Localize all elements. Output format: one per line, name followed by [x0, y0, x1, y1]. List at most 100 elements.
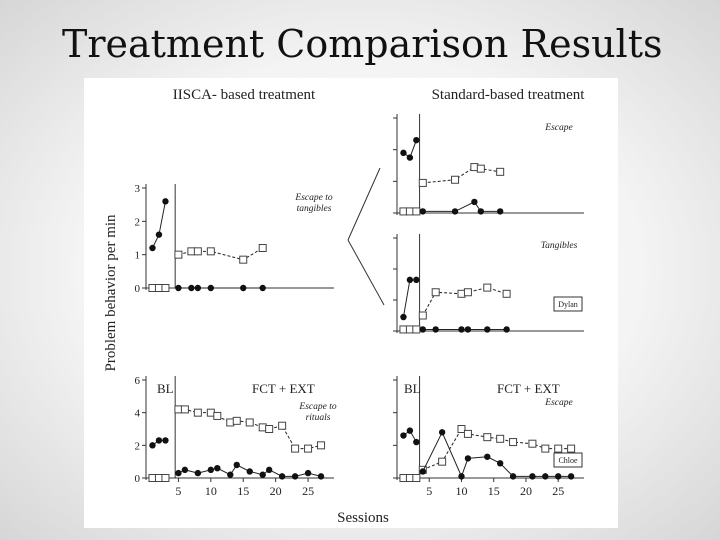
- data-point-open: [412, 474, 421, 482]
- data-point-open: [496, 167, 505, 176]
- data-point-filled: [432, 326, 439, 333]
- connector-line-upper: [347, 167, 381, 241]
- legend-box-label: Chloe: [558, 456, 578, 465]
- data-point-filled: [240, 284, 247, 292]
- data-point-open: [226, 418, 235, 427]
- data-point-filled: [188, 284, 195, 292]
- data-point-open: [567, 444, 576, 453]
- data-point-open: [291, 444, 300, 453]
- data-point-filled: [464, 326, 472, 333]
- legend-box-label: Dylan: [558, 300, 578, 309]
- plot-dylan-standard-tangibles: Tangibles Dylan: [393, 234, 584, 334]
- phase-label: FCT + EXT: [252, 381, 315, 396]
- data-point-filled: [458, 473, 465, 480]
- data-point-open: [258, 244, 267, 252]
- plot-dylan-iisca: 0 1 2 3 Escape to tangibles: [135, 183, 334, 295]
- data-point-open: [239, 255, 248, 264]
- data-point-filled: [419, 208, 426, 215]
- figure-panel: IISCA- based treatment Standard-based tr…: [84, 78, 618, 528]
- data-point-open: [193, 247, 202, 256]
- data-point-filled: [162, 437, 169, 444]
- data-point-open: [304, 444, 313, 453]
- data-point-filled: [207, 466, 215, 474]
- right-heading: Standard-based treatment: [432, 87, 586, 103]
- data-point-open: [451, 175, 460, 184]
- data-point-filled: [400, 313, 407, 321]
- data-point-filled: [246, 468, 253, 475]
- condition-annotation: Tangibles: [541, 241, 578, 251]
- condition-annotation: Escape: [544, 123, 572, 133]
- data-point-open: [174, 250, 183, 259]
- data-point-open: [463, 288, 472, 297]
- data-point-open: [154, 284, 163, 292]
- data-point-filled: [259, 284, 266, 292]
- x-tick-label: 5: [175, 484, 181, 498]
- data-point-open: [418, 311, 427, 320]
- series-line: [422, 428, 572, 471]
- data-point-filled: [484, 326, 491, 333]
- data-point-open: [258, 423, 267, 432]
- x-tick-label: 25: [552, 484, 564, 498]
- x-tick-label: 15: [237, 484, 249, 498]
- data-point-filled: [278, 473, 286, 480]
- plot-chloe-standard: 5 10 15 20 25 BL FCT + EXT Escape Chloe: [393, 376, 584, 498]
- data-point-filled: [477, 208, 485, 215]
- data-point-filled: [400, 149, 407, 157]
- series-line: [422, 201, 501, 212]
- data-point-filled: [413, 136, 420, 144]
- data-point-filled: [529, 473, 536, 480]
- x-tick-label: 10: [455, 484, 467, 498]
- data-point-filled: [162, 198, 169, 205]
- legend-box: [553, 452, 583, 468]
- plot-chloe-iisca: 0 2 4 6 5 10 15 20 25 BL FCT + EXT Escape to rituals: [135, 375, 337, 498]
- x-axis-label: Sessions: [337, 510, 389, 526]
- data-point-open: [154, 474, 163, 482]
- data-point-filled: [406, 154, 414, 161]
- data-point-open: [317, 441, 326, 450]
- data-point-open: [206, 247, 215, 256]
- data-point-open: [148, 474, 157, 482]
- data-point-open: [265, 425, 274, 433]
- x-tick-label: 5: [426, 484, 432, 498]
- x-tick-label: 20: [270, 484, 282, 498]
- data-point-open: [412, 325, 421, 334]
- data-point-open: [161, 474, 170, 482]
- data-point-filled: [317, 473, 325, 480]
- data-point-open: [180, 405, 189, 414]
- data-point-filled: [555, 473, 562, 480]
- left-heading: IISCA- based treatment: [173, 87, 316, 103]
- data-point-filled: [419, 326, 426, 333]
- data-point-filled: [406, 276, 414, 284]
- data-point-open: [457, 425, 466, 433]
- x-tick-label: 15: [488, 484, 500, 498]
- data-point-open: [431, 288, 440, 297]
- slide-title: Treatment Comparison Results: [62, 22, 663, 66]
- data-point-filled: [413, 276, 420, 284]
- y-tick-label: 0: [135, 283, 141, 295]
- data-point-filled: [471, 198, 478, 206]
- data-point-open: [438, 457, 447, 466]
- data-point-open: [502, 289, 511, 298]
- data-point-filled: [413, 438, 420, 446]
- data-point-filled: [227, 471, 234, 478]
- y-tick-label: 2: [135, 440, 141, 452]
- condition-annotation: Escape to tangibles: [294, 193, 332, 214]
- phase-label: BL: [404, 381, 421, 396]
- data-point-filled: [265, 466, 273, 474]
- data-point-filled: [458, 326, 465, 333]
- data-point-filled: [400, 432, 407, 439]
- data-point-filled: [567, 473, 575, 480]
- data-point-open: [541, 444, 550, 453]
- condition-annotation: Escape to rituals: [298, 402, 336, 423]
- data-point-open: [554, 444, 563, 453]
- data-point-filled: [175, 469, 182, 477]
- data-point-open: [213, 411, 222, 420]
- data-point-filled: [503, 326, 510, 333]
- data-point-filled: [464, 455, 472, 462]
- data-point-open: [418, 178, 427, 187]
- data-point-open: [483, 283, 492, 292]
- plots-layer: 0 1 2 3 Escape to tangibles Escape Tangibles Dyl…: [135, 114, 584, 498]
- data-point-filled: [233, 461, 240, 469]
- connector-line-lower: [347, 239, 385, 306]
- x-tick-label: 20: [520, 484, 532, 498]
